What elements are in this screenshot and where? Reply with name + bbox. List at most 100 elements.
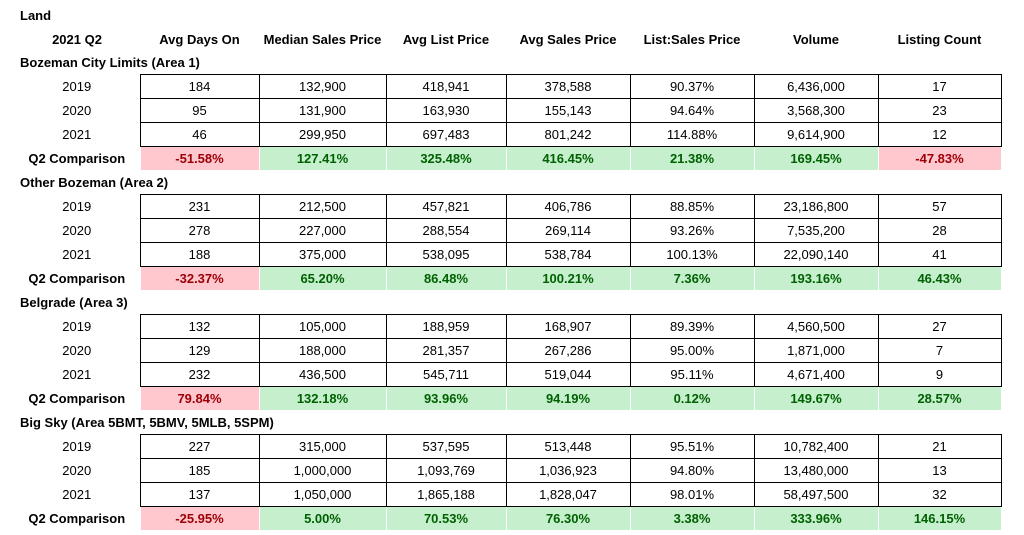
comparison-row: Q2 Comparison -51.58% 127.41% 325.48% 416.45… xyxy=(14,146,1002,171)
table-cell: 114.88% xyxy=(629,122,755,147)
comparison-cell: 169.45% xyxy=(753,146,879,171)
table-cell: 288,554 xyxy=(385,218,507,243)
table-cell: 227 xyxy=(139,434,260,459)
comparison-cell: -25.95% xyxy=(139,506,260,531)
comparison-cell: 333.96% xyxy=(753,506,879,531)
comparison-cell: -32.37% xyxy=(139,266,260,291)
table-cell: 185 xyxy=(139,458,260,483)
table-cell: 90.37% xyxy=(629,74,755,99)
table-cell: 406,786 xyxy=(505,194,631,219)
table-cell: 375,000 xyxy=(258,242,387,267)
table-row: 2020 185 1,000,000 1,093,769 1,036,923 94.80%… xyxy=(14,458,1002,483)
section-title: Bozeman City Limits (Area 1) xyxy=(20,55,200,70)
comparison-cell: -51.58% xyxy=(139,146,260,171)
table-cell: 22,090,140 xyxy=(753,242,879,267)
table-row: 2021 46 299,950 697,483 801,242 114.88% 9,614,… xyxy=(14,122,1002,147)
year-label: 2020 xyxy=(62,223,92,238)
year-label: 2021 xyxy=(62,127,92,142)
table-cell: 1,050,000 xyxy=(258,482,387,507)
table-cell: 7 xyxy=(877,338,1002,363)
comparison-cell: -47.83% xyxy=(877,146,1002,171)
comparison-row: Q2 Comparison 79.84% 132.18% 93.96% 94.19% 0.… xyxy=(14,386,1002,411)
table-row: 2020 129 188,000 281,357 267,286 95.00% 1,871,… xyxy=(14,338,1002,363)
table-cell: 227,000 xyxy=(258,218,387,243)
table-cell: 21 xyxy=(877,434,1002,459)
table-cell: 697,483 xyxy=(385,122,507,147)
table-cell: 13,480,000 xyxy=(753,458,879,483)
year-label: 2021 xyxy=(62,247,92,262)
comparison-cell: 7.36% xyxy=(629,266,755,291)
comparison-cell: 94.19% xyxy=(505,386,631,411)
comparison-cell: 65.20% xyxy=(258,266,387,291)
table-cell: 32 xyxy=(877,482,1002,507)
table-cell: 513,448 xyxy=(505,434,631,459)
comparison-cell: 93.96% xyxy=(385,386,507,411)
section-header-row: Big Sky (Area 5BMT, 5BMV, 5MLB, 5SPM) xyxy=(14,411,1001,435)
comparison-cell: 46.43% xyxy=(877,266,1002,291)
table-cell: 436,500 xyxy=(258,362,387,387)
comparison-cell: 70.53% xyxy=(385,506,507,531)
table-row: 2021 188 375,000 538,095 538,784 100.13% 22,09… xyxy=(14,242,1002,267)
comparison-cell: 0.12% xyxy=(629,386,755,411)
table-cell: 457,821 xyxy=(385,194,507,219)
section-header-row: Other Bozeman (Area 2) xyxy=(14,171,1001,195)
table-cell: 269,114 xyxy=(505,218,631,243)
table-cell: 232 xyxy=(139,362,260,387)
table-cell: 23,186,800 xyxy=(753,194,879,219)
comparison-cell: 127.41% xyxy=(258,146,387,171)
table-cell: 315,000 xyxy=(258,434,387,459)
table-cell: 1,865,188 xyxy=(385,482,507,507)
year-label: 2021 xyxy=(62,367,92,382)
table-cell: 27 xyxy=(877,314,1002,339)
table-cell: 537,595 xyxy=(385,434,507,459)
table-cell: 105,000 xyxy=(258,314,387,339)
header-row: 2021 Q2 Avg Days On Median Sales Price Avg … xyxy=(14,28,1001,51)
table-cell: 131,900 xyxy=(258,98,387,123)
year-label: 2019 xyxy=(62,319,92,334)
table-cell: 13 xyxy=(877,458,1002,483)
table-cell: 95.00% xyxy=(629,338,755,363)
table-cell: 155,143 xyxy=(505,98,631,123)
column-header: Avg List Price xyxy=(402,32,490,47)
comparison-cell: 79.84% xyxy=(139,386,260,411)
table-row: 2020 278 227,000 288,554 269,114 93.26% 7,535,… xyxy=(14,218,1002,243)
period-header: 2021 Q2 xyxy=(52,32,102,47)
land-stats-table: 2021 Q2 Avg Days On Median Sales Price Avg … xyxy=(14,28,1002,531)
table-cell: 98.01% xyxy=(629,482,755,507)
table-cell: 1,828,047 xyxy=(505,482,631,507)
section-header-row: Bozeman City Limits (Area 1) xyxy=(14,51,1001,75)
table-cell: 95 xyxy=(139,98,260,123)
table-cell: 278 xyxy=(139,218,260,243)
section-title: Belgrade (Area 3) xyxy=(20,295,128,310)
column-header: Avg Days On xyxy=(159,32,240,47)
comparison-cell: 76.30% xyxy=(505,506,631,531)
table-cell: 545,711 xyxy=(385,362,507,387)
comparison-cell: 5.00% xyxy=(258,506,387,531)
table-cell: 95.11% xyxy=(629,362,755,387)
year-label: 2020 xyxy=(62,103,92,118)
table-cell: 100.13% xyxy=(629,242,755,267)
comparison-label: Q2 Comparison xyxy=(28,511,126,526)
table-cell: 23 xyxy=(877,98,1002,123)
table-cell: 95.51% xyxy=(629,434,755,459)
comparison-row: Q2 Comparison -25.95% 5.00% 70.53% 76.30% 3.3… xyxy=(14,506,1002,531)
table-cell: 188,000 xyxy=(258,338,387,363)
column-header: Listing Count xyxy=(897,32,982,47)
year-label: 2019 xyxy=(62,439,92,454)
table-cell: 132 xyxy=(139,314,260,339)
table-cell: 4,560,500 xyxy=(753,314,879,339)
table-row: 2019 132 105,000 188,959 168,907 89.39% 4,560,… xyxy=(14,314,1002,339)
table-row: 2021 232 436,500 545,711 519,044 95.11% 4,671,… xyxy=(14,362,1002,387)
table-cell: 1,036,923 xyxy=(505,458,631,483)
table-cell: 17 xyxy=(877,74,1002,99)
comparison-cell: 416.45% xyxy=(505,146,631,171)
comparison-cell: 325.48% xyxy=(385,146,507,171)
table-cell: 4,671,400 xyxy=(753,362,879,387)
comparison-cell: 21.38% xyxy=(629,146,755,171)
comparison-row: Q2 Comparison -32.37% 65.20% 86.48% 100.21% 7… xyxy=(14,266,1002,291)
table-cell: 10,782,400 xyxy=(753,434,879,459)
table-cell: 1,093,769 xyxy=(385,458,507,483)
table-cell: 9,614,900 xyxy=(753,122,879,147)
table-cell: 212,500 xyxy=(258,194,387,219)
